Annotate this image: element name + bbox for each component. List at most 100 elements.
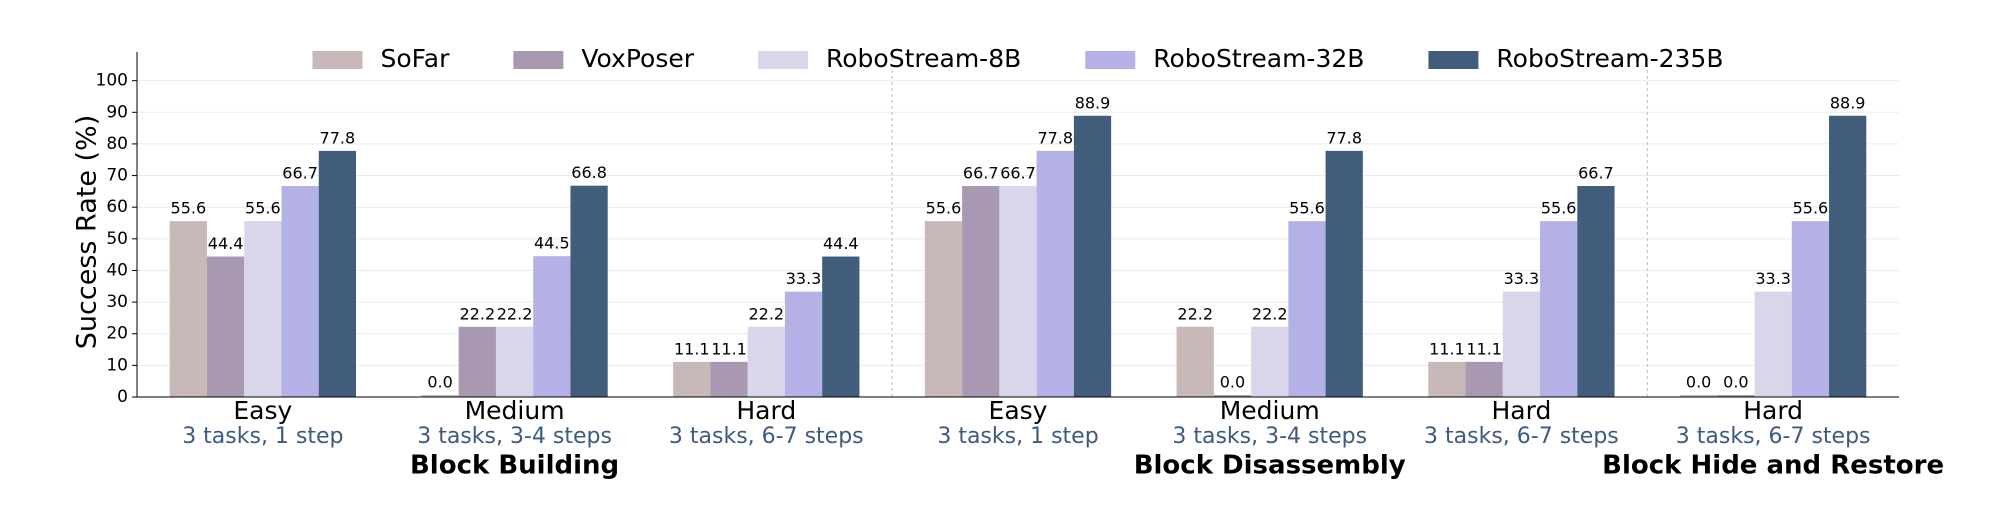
y-tick-label: 70 (106, 166, 128, 186)
legend-swatch (1428, 51, 1479, 69)
bar (1502, 291, 1541, 397)
bar (1680, 395, 1718, 397)
data-label: 44.4 (823, 234, 859, 253)
data-label: 77.8 (1037, 128, 1073, 147)
y-tick-label: 100 (96, 71, 128, 91)
bar (710, 361, 748, 397)
bar (495, 326, 534, 397)
bar (924, 221, 963, 397)
data-label: 0.0 (1686, 373, 1711, 392)
y-tick-label: 20 (106, 324, 128, 344)
legend-label: RoboStream-32B (1153, 44, 1364, 73)
bar (1036, 150, 1074, 397)
legend-swatch (1085, 51, 1136, 69)
data-label: 44.4 (208, 234, 244, 253)
data-label: 77.8 (1326, 128, 1362, 147)
data-label: 77.8 (320, 128, 356, 147)
y-tick-label: 60 (106, 197, 128, 217)
bar (318, 150, 356, 397)
bar (673, 361, 711, 397)
data-label: 33.3 (1504, 269, 1540, 288)
data-label: 33.3 (786, 269, 822, 288)
bar (1791, 221, 1830, 397)
data-label: 55.6 (1541, 199, 1577, 218)
bar (1717, 395, 1755, 397)
data-label: 22.2 (748, 304, 784, 323)
data-label: 11.1 (1429, 339, 1465, 358)
bar (784, 291, 823, 397)
x-tick-label: Medium (1220, 396, 1320, 425)
y-tick-label: 90 (106, 102, 128, 122)
group-label: Block Building (410, 451, 619, 481)
bar (1325, 150, 1363, 397)
x-tick-subtitle: 3 tasks, 6-7 steps (669, 424, 864, 449)
legend-label: SoFar (381, 44, 451, 73)
data-label: 11.1 (1466, 339, 1502, 358)
data-label: 66.7 (963, 163, 999, 182)
x-tick-subtitle: 3 tasks, 6-7 steps (1424, 424, 1619, 449)
y-tick-label: 10 (106, 355, 128, 375)
data-label: 11.1 (674, 339, 710, 358)
bar (570, 185, 608, 397)
bar (999, 185, 1037, 397)
legend-label: VoxPoser (581, 44, 694, 73)
bar (1829, 115, 1867, 397)
data-label: 22.2 (460, 304, 496, 323)
data-label: 11.1 (711, 339, 747, 358)
data-label: 66.7 (1000, 163, 1036, 182)
bar (1176, 326, 1214, 397)
bar (1754, 291, 1792, 397)
x-tick-subtitle: 3 tasks, 3-4 steps (1172, 424, 1367, 449)
y-tick-label: 30 (106, 292, 128, 312)
x-tick-label: Easy (989, 396, 1048, 425)
bar (169, 221, 207, 397)
bar (962, 185, 1000, 397)
x-tick-subtitle: 3 tasks, 1 step (937, 424, 1098, 449)
data-label: 55.6 (245, 199, 281, 218)
data-label: 66.7 (282, 163, 318, 182)
bar (1465, 361, 1503, 397)
data-label: 55.6 (926, 199, 962, 218)
bar (458, 326, 496, 397)
bar (244, 221, 282, 397)
bar (1213, 395, 1252, 397)
data-label: 88.9 (1075, 93, 1111, 112)
data-label: 22.2 (1177, 304, 1213, 323)
bar (1073, 115, 1112, 397)
legend-swatch (513, 51, 564, 69)
x-tick-subtitle: 3 tasks, 3-4 steps (417, 424, 612, 449)
y-axis-label: Success Rate (%) (72, 115, 103, 349)
data-label: 0.0 (1723, 373, 1748, 392)
bar (421, 395, 459, 397)
bar (281, 185, 319, 397)
bar (1577, 185, 1615, 397)
y-tick-label: 40 (106, 260, 128, 280)
data-label: 55.6 (1289, 199, 1325, 218)
data-label: 44.5 (534, 234, 570, 253)
bar (1428, 361, 1466, 397)
bar (206, 256, 245, 397)
x-tick-label: Hard (736, 396, 796, 425)
x-tick-label: Medium (465, 396, 565, 425)
data-label: 66.8 (571, 163, 607, 182)
data-label: 55.6 (1793, 199, 1829, 218)
x-tick-label: Easy (233, 396, 292, 425)
data-label: 88.9 (1830, 93, 1866, 112)
data-label: 55.6 (171, 199, 207, 218)
bar (747, 326, 785, 397)
legend-swatch (758, 51, 809, 69)
data-label: 0.0 (427, 373, 452, 392)
data-label: 66.7 (1578, 163, 1614, 182)
bar (1251, 326, 1289, 397)
data-label: 33.3 (1755, 269, 1791, 288)
y-tick-label: 50 (106, 229, 128, 249)
y-tick-label: 0 (117, 387, 128, 407)
bar (822, 256, 860, 397)
legend-label: RoboStream-8B (826, 44, 1021, 73)
x-tick-subtitle: 3 tasks, 1 step (182, 424, 343, 449)
group-label: Block Disassembly (1134, 451, 1406, 481)
x-tick-label: Hard (1492, 396, 1552, 425)
x-tick-subtitle: 3 tasks, 6-7 steps (1676, 424, 1871, 449)
data-label: 22.2 (497, 304, 533, 323)
